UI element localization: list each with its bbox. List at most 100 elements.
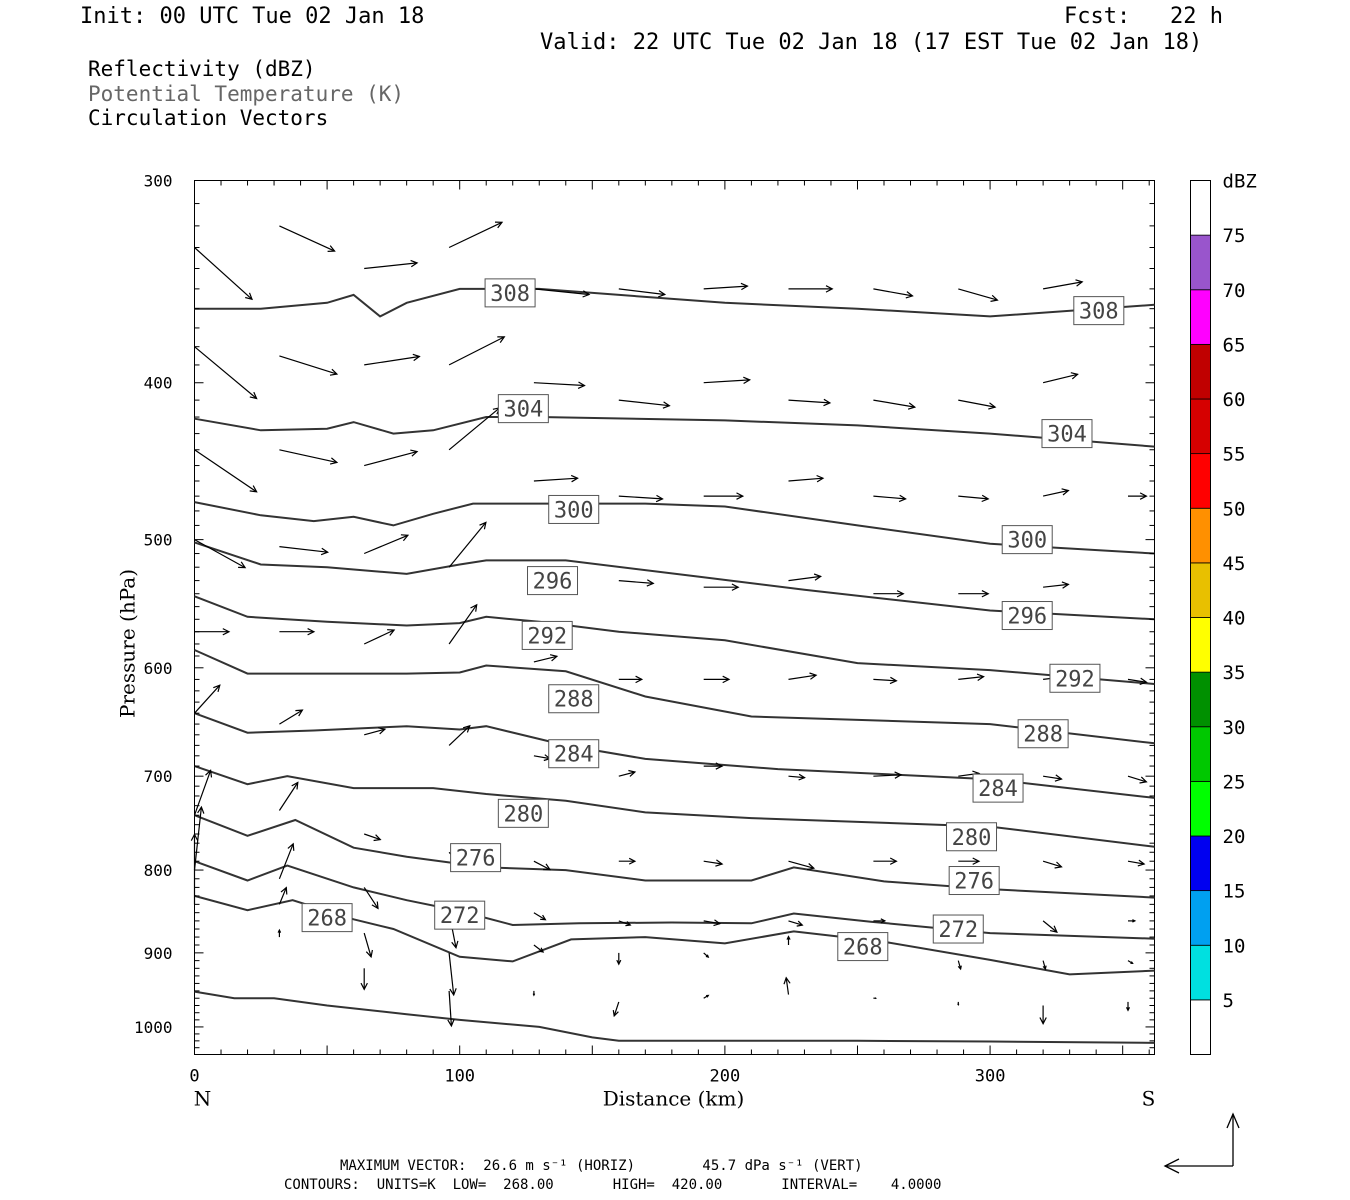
circulation-vector [873,997,878,1000]
vector-head [549,654,559,662]
contour-label-284: 284 [972,773,1024,803]
theta-contour-288 [194,649,1155,745]
vector-head [894,771,903,779]
circulation-vector [448,521,487,568]
vector-shaft [1043,583,1069,588]
colorbar-swatch [1190,671,1211,728]
vector-head [570,474,579,483]
circulation-vector [957,1001,960,1006]
vector-head [731,583,740,591]
vector-head [327,245,336,252]
vector-shaft [703,285,748,290]
vector-shaft [1042,373,1078,384]
circulation-vector [703,282,749,291]
contour-label-box [1041,419,1093,449]
vector-shaft [958,288,998,301]
contour-label-text: 296 [1007,605,1047,630]
circulation-vector [1127,677,1148,685]
circulation-vector [618,579,655,587]
theta-contours [194,287,1155,1044]
x-tick-label: 300 [975,1067,1006,1087]
contour-label-272: 272 [434,900,486,930]
vector-shaft [533,477,578,482]
vector-shaft [279,546,328,553]
vector-head [990,294,999,302]
circulation-vector [364,833,382,842]
circulation-vector [618,920,632,927]
vector-shaft [618,399,670,407]
vector-head [1075,279,1084,287]
vector-head [479,521,487,530]
colorbar-level-label: 75 [1223,225,1246,247]
vector-head [889,857,898,865]
vector-head [307,628,316,636]
circulation-vector [278,842,295,880]
vector-shaft [533,860,551,871]
vector-shaft [278,887,287,905]
circulation-vector [363,932,373,959]
colorbar-frame [1190,180,1211,1055]
vector-shaft [448,952,455,995]
vector-shaft [194,539,246,569]
circulation-vector [958,494,990,503]
contour-label-text: 268 [307,907,347,932]
circulation-vector [193,805,205,871]
vector-head [287,842,295,851]
circulation-vector [958,673,985,682]
vector-shaft [788,674,817,680]
vector-shaft [958,399,996,408]
colorbar-swatch [1190,726,1211,782]
contour-label-text: 272 [440,904,480,929]
vector-head [713,919,722,927]
legend-reflectivity: Reflectivity (dBZ) [88,57,316,81]
vector-shaft [448,336,505,366]
circulation-vector [958,288,999,302]
contour-label-300: 300 [548,494,600,524]
circulation-vector [612,1001,620,1018]
vector-head [295,709,304,717]
vector-shaft [363,887,379,909]
circulation-vector [1043,774,1063,782]
vector-shaft [448,522,487,568]
contour-label-text: 276 [954,870,994,895]
contour-label-308: 308 [1073,296,1125,326]
circulation-vector [194,449,258,493]
contour-label-284: 284 [548,739,600,769]
circulation-vector [788,860,816,871]
colorbar-level-label: 60 [1223,389,1246,411]
contour-label-268: 268 [301,903,353,933]
vector-shaft [533,944,544,953]
circulation-vector [279,225,336,252]
contour-label-box [972,773,1024,803]
circulation-vector [533,654,559,663]
circulation-vector [1039,1005,1047,1026]
vector-head [371,901,379,910]
contour-label-304: 304 [497,394,549,424]
vector-shaft [533,288,590,296]
circulation-vector [618,494,664,503]
circulation-vectors [190,221,1148,1028]
vector-head [905,291,914,299]
circulation-vector [873,288,914,299]
vector-shaft [194,449,257,493]
circulation-vector [533,944,545,953]
circulation-vector [364,353,421,366]
colorbar-swatch [1190,835,1211,892]
vector-head [451,940,459,950]
circulation-vector [1127,775,1148,784]
vector-head [736,492,745,500]
contour-label-box [1049,663,1101,693]
vector-shaft [873,678,897,682]
circulation-vector [873,590,905,598]
vector-head [1039,1017,1047,1026]
contour-label-296: 296 [527,566,579,596]
vector-head [449,988,457,997]
circulation-vector [279,628,316,636]
vector-shaft [279,355,338,375]
contour-label-288: 288 [548,684,600,714]
circulation-vector [194,247,253,301]
vector-head [898,494,907,503]
vector-head [816,474,825,483]
colorbar-level-label: 30 [1223,717,1246,739]
